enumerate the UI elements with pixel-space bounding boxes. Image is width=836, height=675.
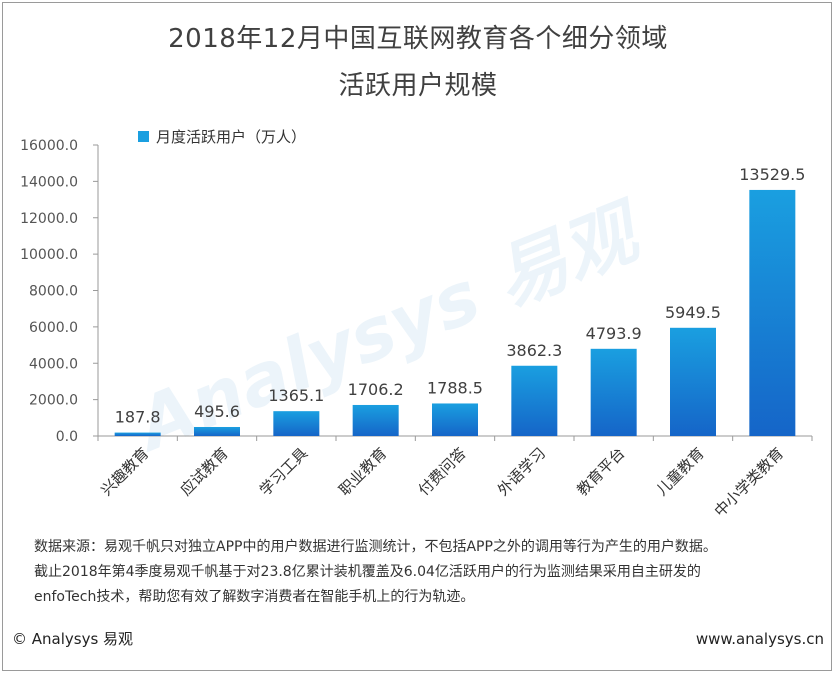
category-label: 儿童教育 xyxy=(653,444,708,499)
source-line-1: 数据来源：易观千帆只对独立APP中的用户数据进行监测统计，不包括APP之外的调用… xyxy=(34,539,717,555)
y-tick-label: 12000.0 xyxy=(20,211,78,227)
category-label: 外语学习 xyxy=(494,444,549,499)
y-tick-label: 10000.0 xyxy=(20,247,78,263)
bar xyxy=(194,426,240,436)
y-axis: 0.0 2000.0 4000.0 6000.0 8000.0 10000.0 12000.… xyxy=(20,138,99,445)
data-source-note: 数据来源：易观千帆只对独立APP中的用户数据进行监测统计，不包括APP之外的调用… xyxy=(34,535,824,610)
value-label: 13529.5 xyxy=(739,165,805,184)
legend: 月度活跃用户（万人） xyxy=(138,126,306,147)
value-label: 495.6 xyxy=(194,402,240,421)
x-axis xyxy=(97,435,813,441)
category-label: 付费问答 xyxy=(415,444,470,499)
legend-label: 月度活跃用户（万人） xyxy=(156,128,307,146)
bar xyxy=(432,403,478,436)
value-label: 4793.9 xyxy=(586,324,642,343)
y-tick-label: 16000.0 xyxy=(20,138,78,154)
bar xyxy=(670,327,716,436)
value-label: 187.8 xyxy=(115,408,161,427)
source-line-3: enfoTech技术，帮助您有效了解数字消费者在智能手机上的行为轨迹。 xyxy=(34,589,475,605)
y-tick-label: 6000.0 xyxy=(29,320,78,336)
value-label: 1365.1 xyxy=(268,386,324,405)
website-url: www.analysys.cn xyxy=(695,630,824,648)
chart-title-line2: 活跃用户规模 xyxy=(338,71,498,101)
category-label: 学习工具 xyxy=(256,444,311,499)
bar xyxy=(114,432,161,436)
value-labels: 187.8 495.6 1365.1 1706.2 1788.5 3862.3 4793.9… xyxy=(115,165,806,427)
copyright: © Analysys 易观 xyxy=(12,630,134,648)
y-tick-label: 4000.0 xyxy=(29,356,78,372)
bar-chart: 0.0 2000.0 4000.0 6000.0 8000.0 10000.0 12000.… xyxy=(20,138,813,520)
value-label: 1706.2 xyxy=(348,380,404,399)
bar xyxy=(273,411,320,436)
category-label: 中小学类教育 xyxy=(711,444,787,520)
bars xyxy=(114,189,796,436)
category-label: 应试教育 xyxy=(177,444,232,499)
bar xyxy=(590,348,637,436)
y-tick-label: 0.0 xyxy=(56,429,78,445)
category-labels: 兴趣教育 应试教育 学习工具 职业教育 付费问答 外语学习 教育平台 儿童教育 中小学类教育 xyxy=(97,444,787,520)
bar xyxy=(352,404,399,436)
y-tick-label: 14000.0 xyxy=(20,174,78,190)
y-tick-label: 2000.0 xyxy=(29,393,78,409)
value-label: 5949.5 xyxy=(665,303,721,322)
y-tick-label: 8000.0 xyxy=(29,284,78,300)
source-line-2: 截止2018年第4季度易观千帆基于对23.8亿累计装机覆盖及6.04亿活跃用户的… xyxy=(34,564,701,580)
legend-swatch xyxy=(138,131,149,142)
bar xyxy=(749,189,796,436)
category-label: 教育平台 xyxy=(573,444,628,499)
category-label: 兴趣教育 xyxy=(97,444,152,499)
chart-title-line1: 2018年12月中国互联网教育各个细分领域 xyxy=(168,24,668,54)
value-label: 1788.5 xyxy=(427,378,483,397)
category-label: 职业教育 xyxy=(335,444,390,499)
bar xyxy=(511,365,558,436)
value-label: 3862.3 xyxy=(506,341,562,360)
